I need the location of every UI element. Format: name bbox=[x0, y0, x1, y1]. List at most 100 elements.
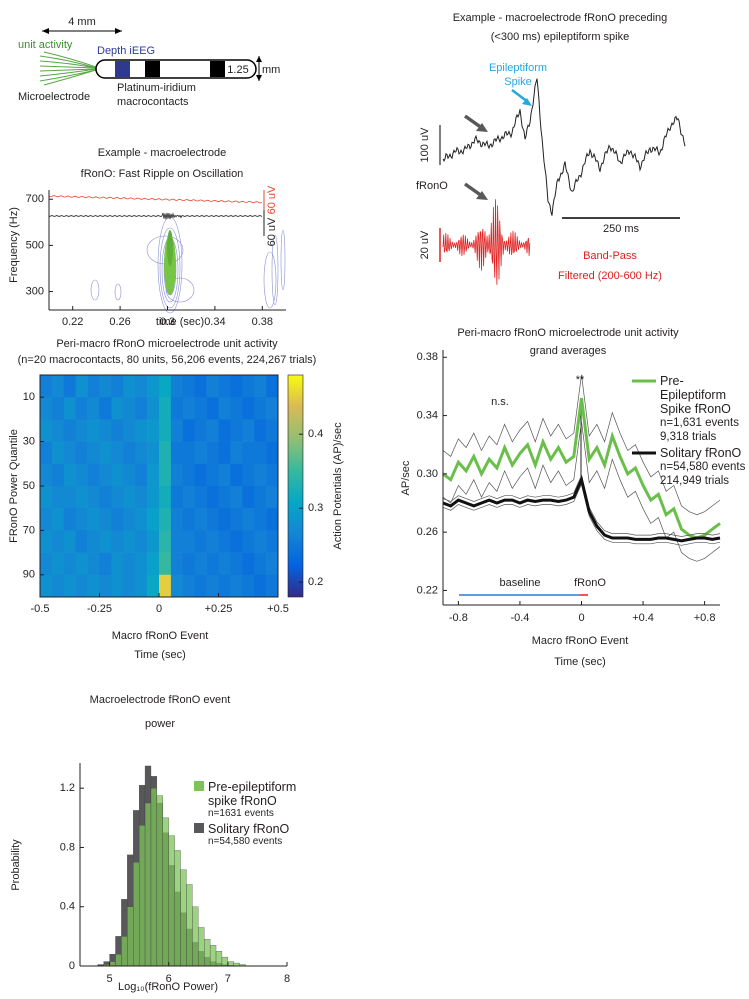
heat-cell bbox=[111, 397, 124, 420]
significance: ** bbox=[576, 374, 585, 386]
heat-cell bbox=[254, 574, 267, 598]
window-label: fRonO bbox=[574, 577, 606, 589]
heat-cell bbox=[266, 375, 279, 398]
chart-title: fRonO: Fast Ripple on Oscillation bbox=[81, 168, 244, 180]
heat-cell bbox=[135, 486, 148, 509]
heat-cell bbox=[63, 419, 76, 442]
heat-cell bbox=[230, 419, 243, 442]
heat-cell bbox=[170, 574, 184, 598]
scale-label: 4 mm bbox=[68, 16, 96, 28]
trace-title: Example - macroelectrode fRonO preceding bbox=[453, 12, 668, 24]
heat-cell bbox=[242, 552, 255, 576]
arrow bbox=[463, 114, 484, 130]
macrocontact bbox=[145, 61, 160, 77]
y-axis-label: FRonO Power Quantile bbox=[8, 429, 20, 543]
heat-cell bbox=[111, 574, 124, 598]
heat-cell bbox=[99, 375, 112, 398]
heat-cell bbox=[87, 508, 100, 531]
heat-cell bbox=[135, 574, 148, 598]
y-axis-label: AP/sec bbox=[400, 460, 412, 495]
electrode-diagram: 4 mm unit activity Depth iEEG 1.25 mm Mi… bbox=[18, 16, 280, 108]
heat-cell bbox=[147, 375, 160, 398]
heat-cell bbox=[40, 508, 53, 531]
heat-cell bbox=[159, 441, 172, 465]
heat-cell bbox=[40, 419, 53, 442]
trace-title: (<300 ms) epileptiform spike bbox=[491, 31, 629, 43]
histogram-bar bbox=[192, 906, 199, 967]
y-tick-label: 300 bbox=[26, 285, 44, 297]
colorbar-tick-label: 0.3 bbox=[308, 502, 323, 514]
x-axis-label: Macro fRonO Event bbox=[532, 635, 629, 647]
y-tick-label: 0 bbox=[69, 960, 75, 972]
heat-cell bbox=[40, 486, 53, 509]
chart-title: Peri-macro fRonO microelectrode unit act… bbox=[56, 338, 278, 350]
heat-cell bbox=[99, 419, 112, 442]
histogram-bar bbox=[215, 951, 223, 967]
heat-cell bbox=[182, 375, 195, 398]
x-tick-label: 8 bbox=[284, 973, 290, 985]
heat-cell bbox=[40, 552, 53, 576]
heat-cell bbox=[111, 419, 124, 442]
legend-events: n=1631 events bbox=[208, 808, 274, 819]
scale-label: 60 uV bbox=[266, 217, 278, 246]
heat-cell bbox=[170, 508, 184, 531]
unit-activity-label: unit activity bbox=[18, 39, 73, 51]
depth-contact bbox=[115, 61, 130, 77]
heat-cell bbox=[194, 375, 207, 398]
filtered-scale-label: 20 uV bbox=[419, 230, 431, 259]
y-tick-label: 50 bbox=[23, 480, 35, 492]
heat-cell bbox=[230, 552, 243, 576]
histogram-bar bbox=[174, 850, 181, 967]
chart-title: Example - macroelectrode bbox=[98, 147, 226, 159]
heat-cell bbox=[123, 375, 136, 398]
x-tick-label: -0.8 bbox=[449, 612, 468, 624]
y-axis-label: Probability bbox=[10, 839, 22, 891]
heat-cell bbox=[254, 530, 267, 553]
legend-events: n=1,631 events bbox=[660, 417, 739, 429]
x-tick-label: 0 bbox=[578, 612, 584, 624]
y-tick-label: 700 bbox=[26, 193, 44, 205]
heat-cell bbox=[218, 419, 231, 442]
x-axis-label: Time (sec) bbox=[134, 649, 186, 661]
macrocontact bbox=[210, 61, 225, 77]
heat-cell bbox=[182, 419, 195, 442]
heat-cell bbox=[266, 486, 279, 509]
heat-cell bbox=[147, 574, 160, 598]
heat-cell bbox=[51, 552, 65, 576]
histogram-bar bbox=[204, 939, 211, 967]
heat-cell bbox=[182, 486, 195, 509]
heat-cell bbox=[135, 441, 148, 465]
contour bbox=[280, 229, 286, 291]
heat-cell bbox=[123, 486, 136, 509]
heat-cell bbox=[63, 486, 76, 509]
heat-cell bbox=[206, 552, 219, 576]
raw-scale-label: 100 uV bbox=[419, 127, 431, 163]
heat-cell bbox=[135, 552, 148, 576]
heat-cell bbox=[254, 486, 267, 509]
histogram-bar bbox=[227, 961, 234, 967]
heat-cell bbox=[111, 441, 124, 465]
heat-cell bbox=[230, 574, 243, 598]
heat-cell bbox=[159, 530, 172, 553]
microwires bbox=[39, 51, 97, 86]
heat-cell bbox=[254, 552, 267, 576]
heat-cell bbox=[111, 375, 124, 398]
contours bbox=[90, 216, 286, 314]
heat-cell bbox=[99, 530, 112, 553]
arrow bbox=[463, 182, 484, 198]
filtered-trace bbox=[442, 199, 531, 285]
heat-cell bbox=[194, 397, 207, 420]
histogram-bar bbox=[121, 936, 128, 967]
y-tick-label: 10 bbox=[23, 391, 35, 403]
heat-cell bbox=[194, 486, 207, 509]
chart-title: power bbox=[145, 718, 175, 730]
raw-trace bbox=[48, 195, 263, 204]
ripple-blob bbox=[167, 230, 173, 266]
diameter-label: 1.25 bbox=[227, 64, 248, 76]
arrow-head bbox=[476, 123, 488, 132]
macrocontact-label: macrocontacts bbox=[117, 96, 189, 108]
chart-subtitle: (n=20 macrocontacts, 80 units, 56,206 ev… bbox=[18, 354, 317, 366]
heat-cell bbox=[254, 375, 267, 398]
heat-cell bbox=[230, 508, 243, 531]
